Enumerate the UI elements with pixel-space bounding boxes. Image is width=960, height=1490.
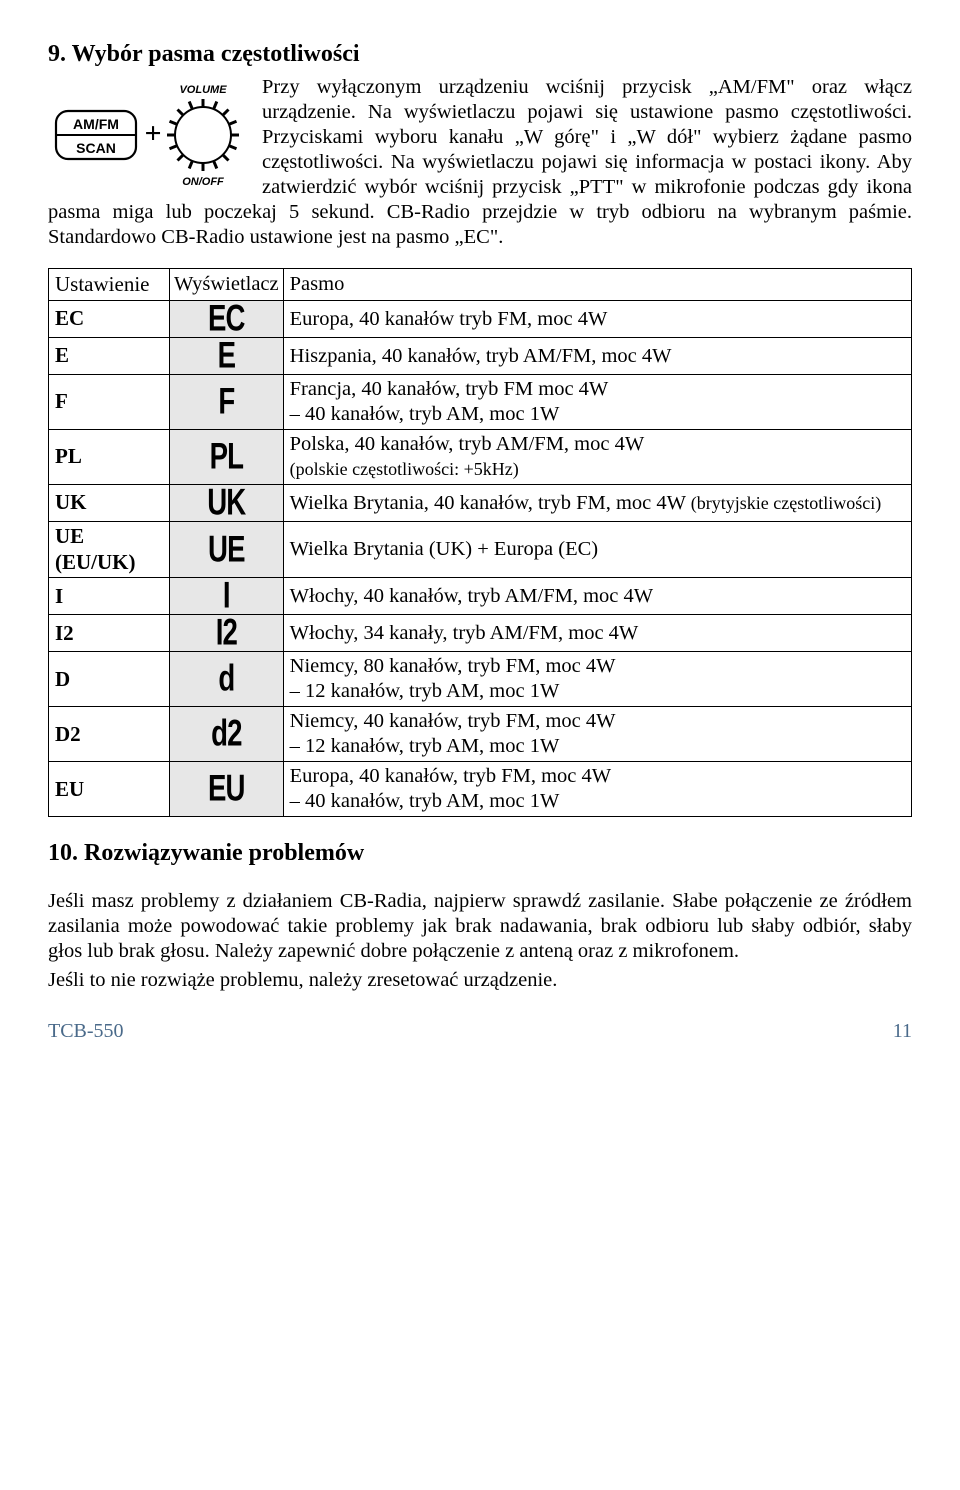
footer-page: 11 [893, 1019, 912, 1043]
band-description: Wielka Brytania (UK) + Europa (EC) [283, 522, 911, 578]
display-icon: EC [170, 301, 284, 338]
setting-code: EU [49, 762, 170, 817]
band-description: Niemcy, 80 kanałów, tryb FM, moc 4W– 12 … [283, 652, 911, 707]
band-description: Europa, 40 kanałów tryb FM, moc 4W [283, 301, 911, 338]
section-9-title: 9. Wybór pasma częstotliwości [48, 40, 912, 69]
setting-code: E [49, 338, 170, 375]
display-icon: d [170, 652, 284, 707]
band-description: Wielka Brytania, 40 kanałów, tryb FM, mo… [283, 485, 911, 522]
band-table: Ustawienie Wyświetlacz Pasmo ECECEuropa,… [48, 268, 912, 817]
section-10-title: 10. Rozwiązywanie problemów [48, 839, 912, 868]
table-row: EUEUEuropa, 40 kanałów, tryb FM, moc 4W–… [49, 762, 912, 817]
table-row: DdNiemcy, 80 kanałów, tryb FM, moc 4W– 1… [49, 652, 912, 707]
table-row: ECECEuropa, 40 kanałów tryb FM, moc 4W [49, 301, 912, 338]
display-icon: I [170, 578, 284, 615]
display-icon: F [170, 375, 284, 430]
section-10-p1: Jeśli masz problemy z działaniem CB-Radi… [48, 889, 912, 964]
table-row: UE(EU/UK)UEWielka Brytania (UK) + Europa… [49, 522, 912, 578]
table-row: EEHiszpania, 40 kanałów, tryb AM/FM, moc… [49, 338, 912, 375]
band-description: Hiszpania, 40 kanałów, tryb AM/FM, moc 4… [283, 338, 911, 375]
band-description: Włochy, 34 kanały, tryb AM/FM, moc 4W [283, 615, 911, 652]
footer-model: TCB-550 [48, 1019, 124, 1043]
table-row: IIWłochy, 40 kanałów, tryb AM/FM, moc 4W [49, 578, 912, 615]
setting-code: UE(EU/UK) [49, 522, 170, 578]
header-setting: Ustawienie [49, 269, 170, 301]
display-icon: E [170, 338, 284, 375]
setting-code: D2 [49, 707, 170, 762]
table-header-row: Ustawienie Wyświetlacz Pasmo [49, 269, 912, 301]
setting-code: UK [49, 485, 170, 522]
setting-code: PL [49, 430, 170, 485]
setting-code: EC [49, 301, 170, 338]
page-footer: TCB-550 11 [48, 1019, 912, 1043]
header-band: Pasmo [283, 269, 911, 301]
setting-code: I2 [49, 615, 170, 652]
table-row: PLPLPolska, 40 kanałów, tryb AM/FM, moc … [49, 430, 912, 485]
band-description: Francja, 40 kanałów, tryb FM moc 4W– 40 … [283, 375, 911, 430]
section-10-p2: Jeśli to nie rozwiąże problemu, należy z… [48, 968, 912, 993]
setting-code: F [49, 375, 170, 430]
band-description: Europa, 40 kanałów, tryb FM, moc 4W– 40 … [283, 762, 911, 817]
scan-label: SCAN [76, 140, 116, 156]
display-icon: PL [170, 430, 284, 485]
display-icon: EU [170, 762, 284, 817]
amfm-label: AM/FM [73, 116, 119, 132]
display-icon: I2 [170, 615, 284, 652]
device-figure: AM/FM SCAN + VOLUME ON/OFF [48, 79, 248, 194]
band-description: Polska, 40 kanałów, tryb AM/FM, moc 4W(p… [283, 430, 911, 485]
display-icon: UK [170, 485, 284, 522]
display-icon: d2 [170, 707, 284, 762]
onoff-label: ON/OFF [182, 176, 224, 188]
setting-code: D [49, 652, 170, 707]
display-icon: UE [170, 522, 284, 578]
section-9-body-wrap: AM/FM SCAN + VOLUME ON/OFF Przy wyłączon… [48, 75, 912, 250]
plus-icon: + [144, 117, 161, 150]
table-row: FFFrancja, 40 kanałów, tryb FM moc 4W– 4… [49, 375, 912, 430]
table-row: I2I2Włochy, 34 kanały, tryb AM/FM, moc 4… [49, 615, 912, 652]
table-row: D2d2Niemcy, 40 kanałów, tryb FM, moc 4W–… [49, 707, 912, 762]
band-description: Włochy, 40 kanałów, tryb AM/FM, moc 4W [283, 578, 911, 615]
table-row: UKUKWielka Brytania, 40 kanałów, tryb FM… [49, 485, 912, 522]
band-description: Niemcy, 40 kanałów, tryb FM, moc 4W– 12 … [283, 707, 911, 762]
setting-code: I [49, 578, 170, 615]
volume-label: VOLUME [179, 84, 227, 96]
header-display: Wyświetlacz [170, 269, 284, 301]
